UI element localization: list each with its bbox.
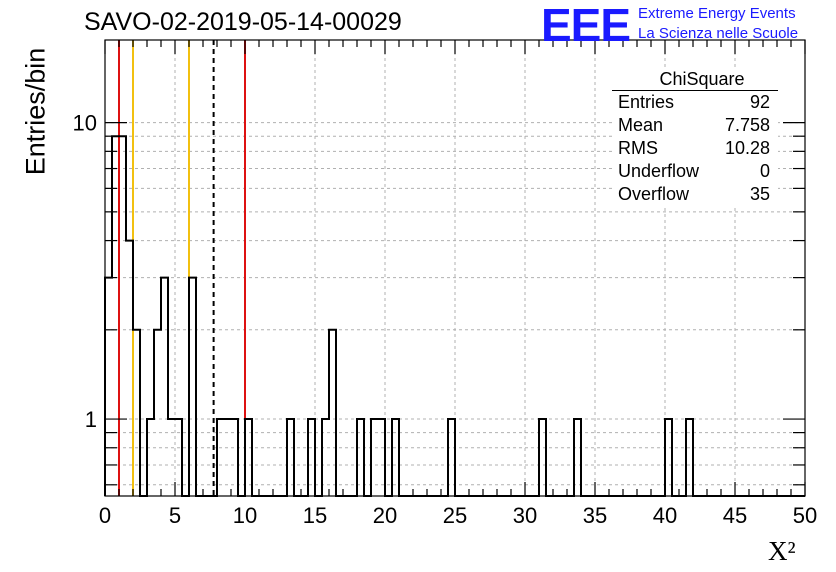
x-tick-label: 50	[793, 503, 817, 528]
logo-line-2: La Scienza nelle Scuole	[638, 25, 799, 42]
stats-label: Overflow	[618, 184, 690, 204]
stats-value: 35	[749, 184, 770, 204]
x-tick-label: 20	[373, 503, 397, 528]
histogram-line	[104, 135, 805, 497]
stats-row-mean: Mean 7.758	[612, 114, 778, 137]
x-tick-labels: 0 5 10 15 20 25 30 35 40 45 50	[99, 503, 817, 528]
x-axis-label: X²	[768, 536, 796, 566]
y-tick-labels: 1 10	[73, 111, 97, 432]
stats-label: Entries	[618, 92, 675, 112]
stats-value: 92	[749, 92, 770, 112]
stats-value: 7.758	[724, 115, 770, 135]
histogram-bin	[126, 241, 133, 496]
stats-box: ChiSquare Entries 92 Mean 7.758 RMS 10.2…	[612, 68, 778, 206]
histogram-bin	[133, 330, 140, 496]
eee-logo: EEE	[541, 0, 631, 51]
histogram-bin	[112, 136, 119, 496]
stats-value: 10.28	[724, 138, 770, 158]
x-tick-label: 25	[443, 503, 467, 528]
x-tick-label: 40	[653, 503, 677, 528]
stats-row-underflow: Underflow 0	[612, 160, 778, 183]
stats-divider	[612, 90, 778, 91]
x-tick-label: 15	[303, 503, 327, 528]
stats-title: ChiSquare	[659, 69, 745, 89]
histogram-bin	[119, 136, 126, 496]
x-tick-label: 10	[233, 503, 257, 528]
stats-label: Underflow	[618, 161, 700, 181]
histogram-bin	[105, 278, 112, 496]
stats-row-rms: RMS 10.28	[612, 137, 778, 160]
stats-row-overflow: Overflow 35	[612, 183, 778, 206]
histogram-bin	[189, 278, 196, 496]
stats-value: 0	[759, 161, 770, 181]
stats-label: Mean	[618, 115, 664, 135]
x-tick-label: 35	[583, 503, 607, 528]
histogram-bin	[161, 278, 168, 496]
stats-label: RMS	[618, 138, 658, 158]
x-tick-label: 5	[169, 503, 181, 528]
axis-ticks	[104, 40, 806, 496]
chart-title: SAVO-02-2019-05-14-00029	[84, 8, 402, 36]
y-tick-label: 1	[85, 407, 97, 432]
histogram-outline	[104, 135, 805, 497]
histogram-bin	[329, 330, 336, 496]
y-axis-label: Entries/bin	[20, 47, 51, 176]
y-tick-label: 10	[73, 111, 97, 136]
x-tick-label: 0	[99, 503, 111, 528]
x-tick-label: 45	[723, 503, 747, 528]
x-tick-label: 30	[513, 503, 537, 528]
stats-row-entries: Entries 92	[612, 91, 778, 114]
logo-line-1: Extreme Energy Events	[638, 5, 796, 22]
histogram-bin	[154, 330, 161, 496]
